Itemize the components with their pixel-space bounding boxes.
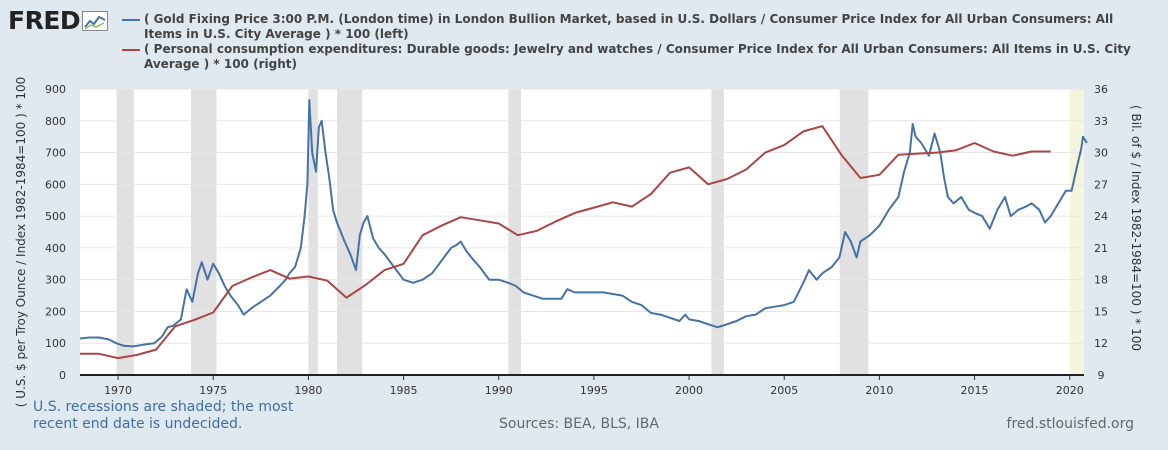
- x-tick-label: 2000: [675, 384, 703, 397]
- x-tick-label: 2005: [770, 384, 798, 397]
- legend-swatch-jewelry: [122, 49, 140, 51]
- y-tick-label-right: 27: [1094, 178, 1108, 191]
- legend-item-jewelry[interactable]: ( Personal consumption expenditures: Dur…: [122, 42, 1142, 72]
- y-tick-label-right: 36: [1094, 83, 1108, 96]
- x-tick-label: 1975: [199, 384, 227, 397]
- series-line-jewelry: [80, 125, 1051, 360]
- y-tick-label-left: 400: [45, 242, 66, 255]
- y-tick-label-right: 12: [1094, 337, 1108, 350]
- y-tick-label-left: 0: [59, 369, 66, 382]
- fred-logo[interactable]: FRED: [8, 6, 109, 35]
- x-tick-label: 1980: [294, 384, 322, 397]
- y-tick-label-right: 9: [1098, 369, 1105, 382]
- recession-band: [308, 89, 318, 375]
- series-line-gold: [79, 99, 1088, 348]
- chart-line-icon: [82, 10, 109, 31]
- x-tick-label: 1970: [104, 384, 132, 397]
- y-tick-label-left: 300: [45, 274, 66, 287]
- y-tick-label-right: 21: [1094, 242, 1108, 255]
- y-tick-label-right: 33: [1094, 115, 1108, 128]
- logo-text: FRED: [8, 6, 81, 35]
- legend-item-gold[interactable]: ( Gold Fixing Price 3:00 P.M. (London ti…: [122, 12, 1142, 42]
- legend-label-gold: ( Gold Fixing Price 3:00 P.M. (London ti…: [144, 12, 1114, 41]
- recession-band: [190, 89, 217, 375]
- recession-band: [711, 89, 724, 375]
- y-tick-label-right: 18: [1094, 274, 1108, 287]
- y-axis-label-left: ( U.S. $ per Troy Ounce / Index 1982-198…: [14, 77, 28, 408]
- y-tick-label-left: 700: [45, 147, 66, 160]
- recession-band: [508, 89, 521, 375]
- y-tick-label-left: 500: [45, 210, 66, 223]
- sources-text: Sources: BEA, BLS, IBA: [499, 416, 659, 432]
- y-tick-label-left: 600: [45, 178, 66, 191]
- y-tick-label-left: 900: [45, 83, 66, 96]
- y-tick-label-right: 30: [1094, 147, 1108, 160]
- legend-label-jewelry: ( Personal consumption expenditures: Dur…: [144, 42, 1131, 71]
- y-tick-label-left: 200: [45, 305, 66, 318]
- y-tick-label-left: 800: [45, 115, 66, 128]
- y-tick-label-right: 15: [1094, 305, 1108, 318]
- y-tick-label-right: 24: [1094, 210, 1108, 223]
- x-tick-label: 2020: [1056, 384, 1084, 397]
- x-tick-label: 2015: [961, 384, 989, 397]
- recession-band-recent: [1069, 89, 1084, 375]
- x-tick-label: 1985: [390, 384, 418, 397]
- plot-area: [80, 89, 1084, 375]
- x-tick-label: 2010: [865, 384, 893, 397]
- y-axis-label-right: ( Bil. of $ / Index 1982-1984=100 ) * 10…: [1129, 105, 1143, 351]
- y-tick-label-left: 100: [45, 337, 66, 350]
- recession-band: [116, 89, 134, 375]
- site-link[interactable]: fred.stlouisfed.org: [1006, 416, 1134, 432]
- x-tick-label: 1995: [580, 384, 608, 397]
- legend-swatch-gold: [122, 19, 140, 21]
- x-tick-label: 1990: [485, 384, 513, 397]
- chart-legend: ( Gold Fixing Price 3:00 P.M. (London ti…: [122, 12, 1142, 72]
- recession-note: U.S. recessions are shaded; the most rec…: [33, 399, 294, 432]
